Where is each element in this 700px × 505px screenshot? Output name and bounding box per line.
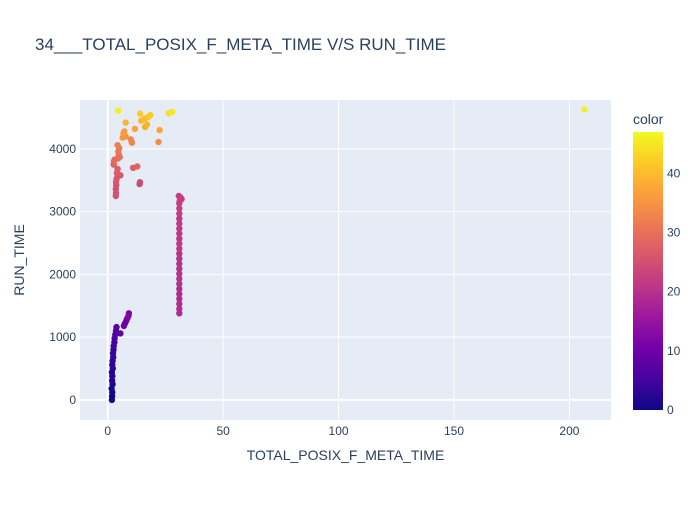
x-axis-label: TOTAL_POSIX_F_META_TIME (247, 447, 445, 463)
data-point (155, 138, 162, 146)
data-point (176, 260, 183, 267)
data-point (121, 128, 128, 135)
data-point (176, 210, 183, 217)
colorbar-tick-label: 10 (667, 344, 681, 358)
x-tick-label: 0 (104, 424, 111, 438)
data-point (136, 110, 144, 118)
data-point (156, 126, 163, 134)
data-point (176, 305, 183, 313)
plot-area (80, 100, 611, 420)
data-point (176, 290, 183, 298)
colorbar-tick-label: 30 (667, 226, 681, 240)
data-point (114, 107, 122, 114)
data-points (108, 106, 588, 404)
data-point (176, 215, 183, 222)
data-point (147, 111, 154, 119)
data-point (113, 323, 120, 331)
y-axis-ticks: 0 1000 2000 3000 4000 (49, 142, 76, 407)
data-point (176, 295, 183, 303)
colorbar-gradient (633, 132, 663, 410)
x-tick-label: 150 (444, 424, 464, 438)
data-point (117, 330, 124, 337)
colorbar-tick-label: 0 (667, 403, 674, 417)
y-tick-label: 0 (69, 393, 76, 407)
data-point (176, 250, 183, 257)
y-tick-label: 4000 (49, 142, 76, 156)
y-axis-label: RUN_TIME (11, 224, 27, 296)
colorbar-ticks: 0 10 20 30 40 (667, 166, 681, 417)
data-point (176, 280, 183, 287)
colorbar: color 0 10 20 30 40 (633, 111, 681, 417)
data-point (122, 119, 129, 126)
colorbar-title: color (633, 111, 664, 127)
data-point (131, 125, 139, 133)
data-point (127, 136, 134, 143)
data-point (176, 265, 183, 272)
chart-title: 34___TOTAL_POSIX_F_META_TIME V/S RUN_TIM… (35, 35, 446, 54)
y-tick-label: 2000 (49, 267, 76, 281)
colorbar-tick-label: 40 (667, 166, 681, 180)
data-point (125, 310, 133, 317)
data-point (136, 179, 144, 186)
grid (80, 100, 611, 420)
y-tick-label: 1000 (49, 330, 76, 344)
x-axis-ticks: 0 50 100 150 200 (104, 424, 579, 438)
x-tick-label: 50 (216, 424, 230, 438)
data-point (176, 310, 183, 317)
data-point (176, 275, 183, 282)
data-point (176, 230, 183, 237)
data-point (114, 165, 121, 173)
data-point (581, 106, 588, 113)
data-point (176, 270, 183, 277)
data-point (176, 285, 183, 293)
y-tick-label: 3000 (49, 205, 76, 219)
data-point (169, 108, 176, 116)
x-tick-label: 100 (329, 424, 349, 438)
data-point (176, 240, 183, 247)
data-point (176, 235, 183, 242)
data-point (134, 163, 141, 170)
x-tick-label: 200 (559, 424, 579, 438)
data-point (143, 121, 151, 128)
data-point (176, 225, 183, 232)
data-point (176, 300, 183, 308)
data-point (176, 205, 183, 212)
data-point (114, 142, 121, 149)
data-point (176, 255, 183, 262)
colorbar-tick-label: 20 (667, 285, 681, 299)
data-point (176, 197, 183, 205)
data-point (176, 220, 183, 227)
data-point (176, 245, 183, 252)
